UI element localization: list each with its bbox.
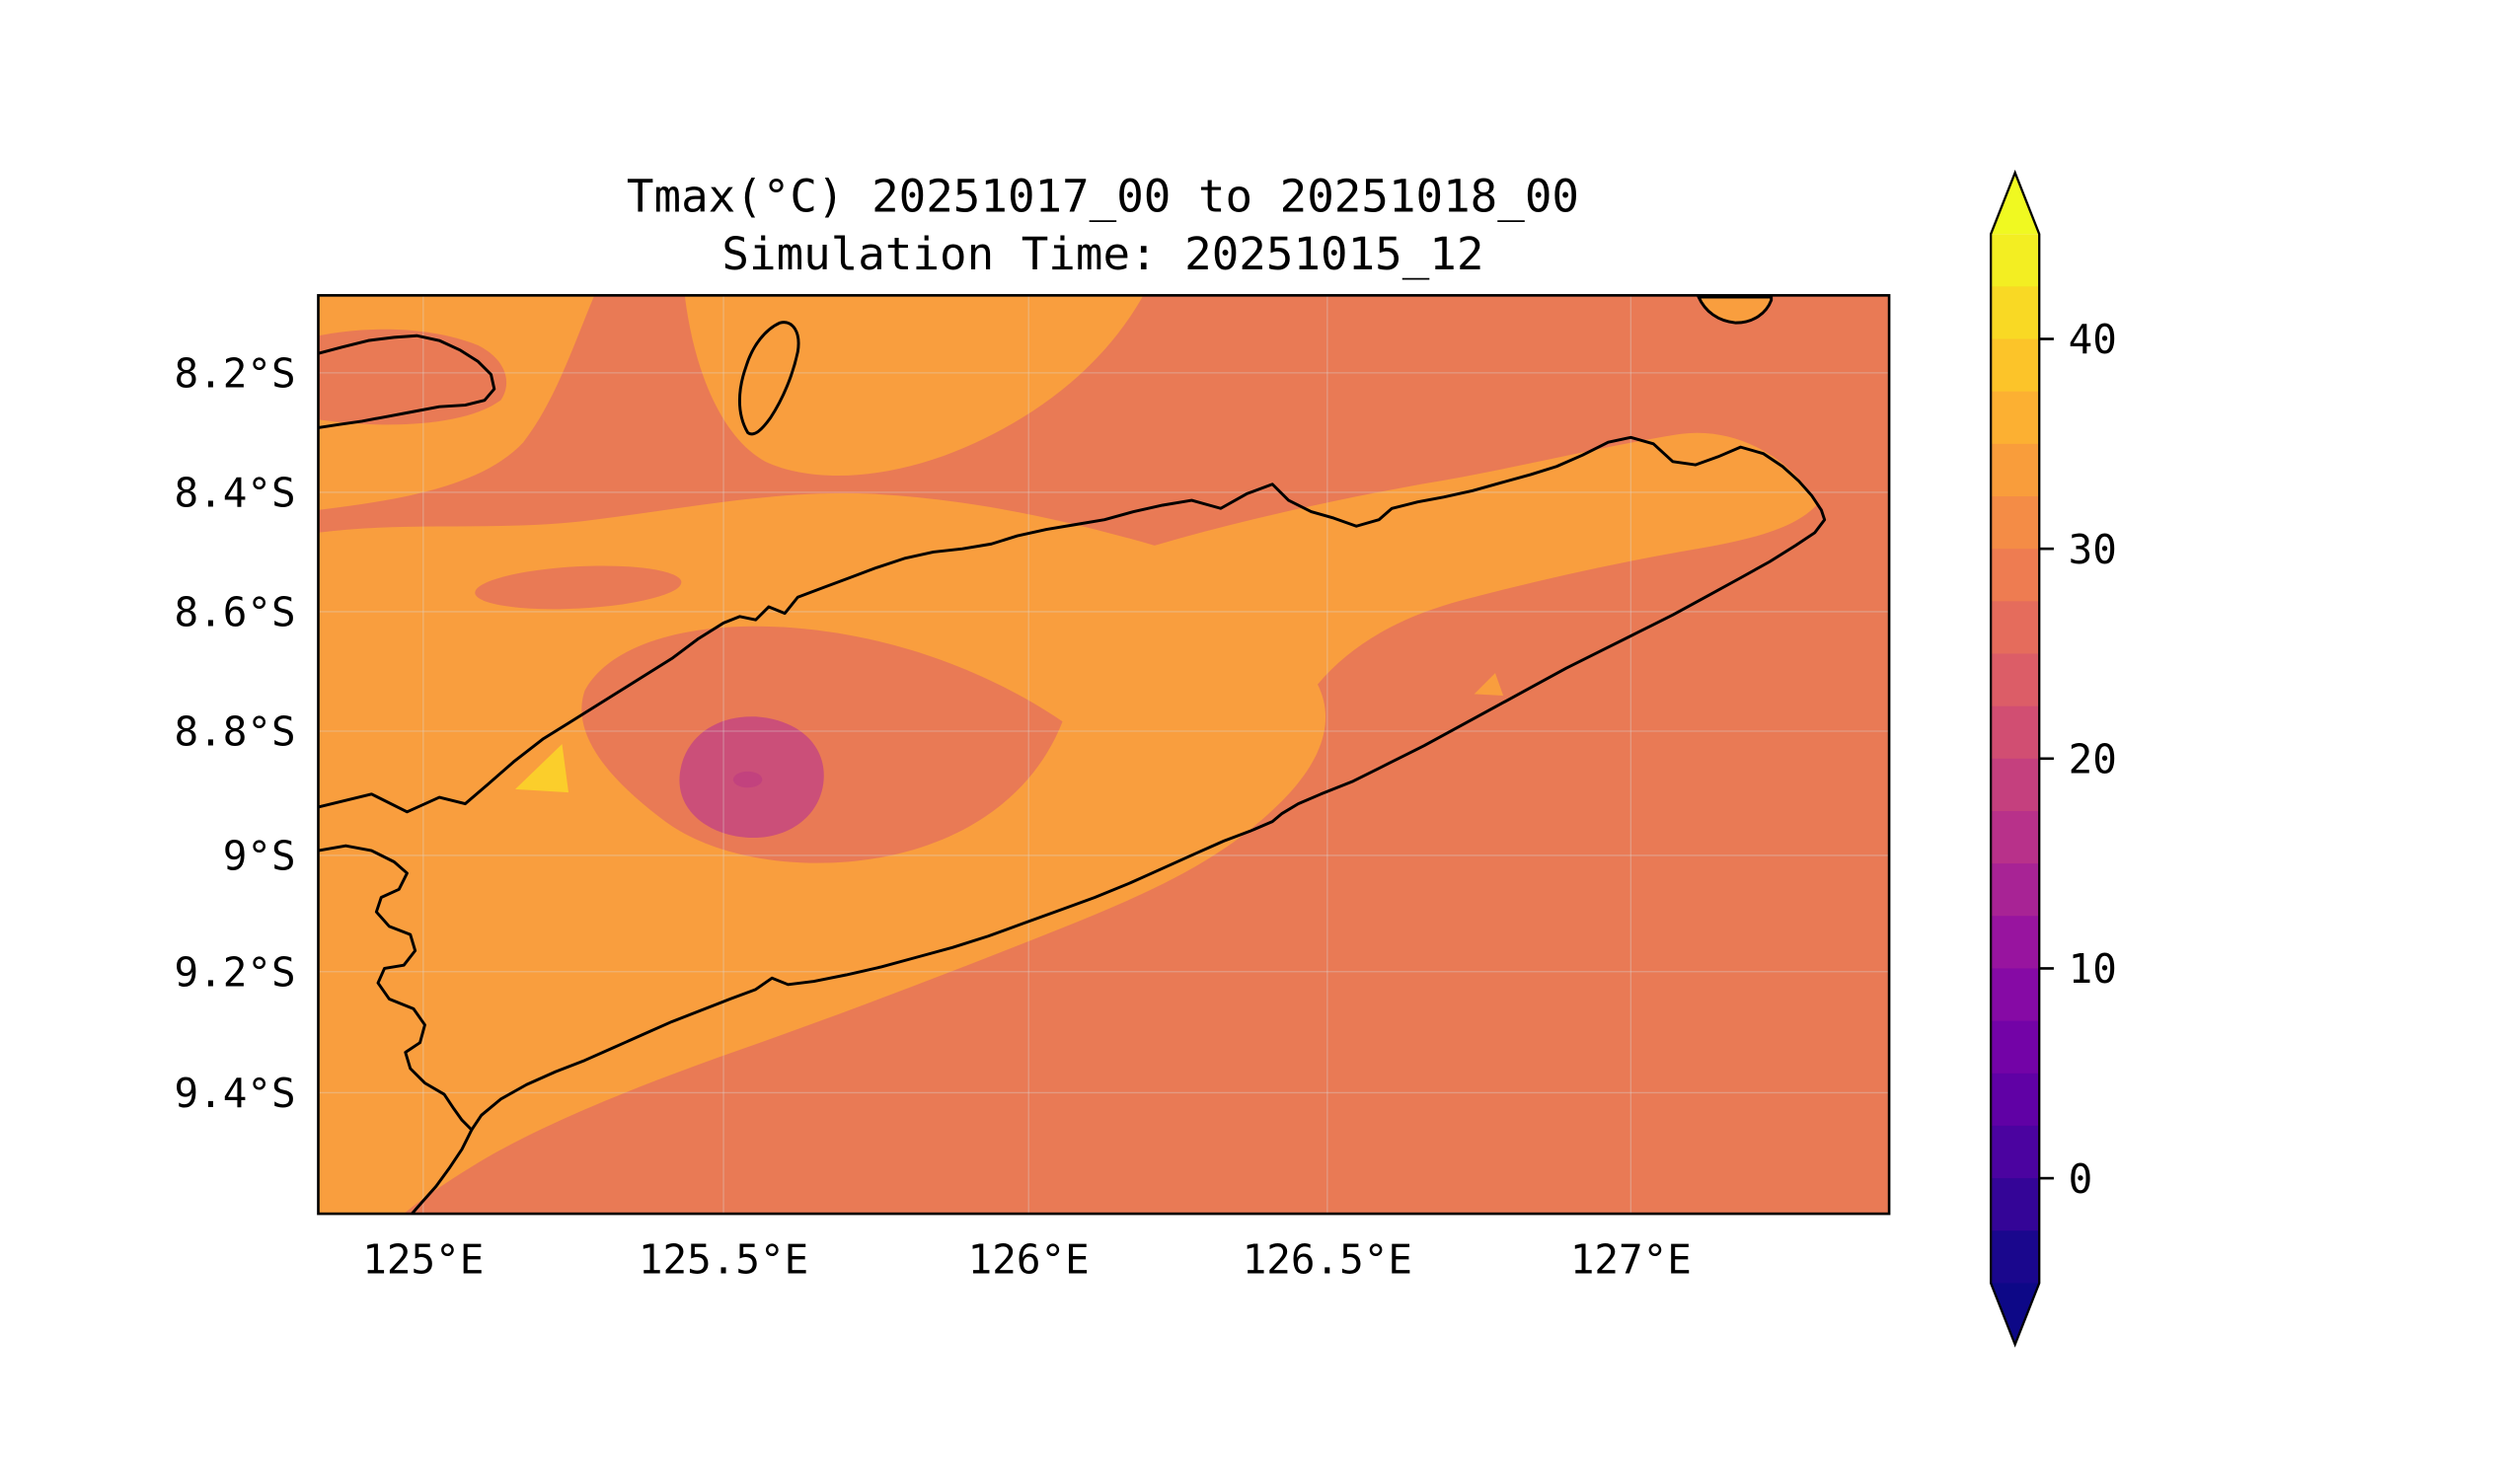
x-tick-label: 126.5°E	[1243, 1236, 1412, 1284]
coastline-island-topleft	[318, 334, 496, 429]
colorbar-tick-label: 40	[2069, 316, 2117, 363]
coastline-timor-main	[318, 435, 1827, 1215]
base-band-patch-topleft	[318, 329, 507, 425]
colorbar-band	[1991, 443, 2040, 497]
y-tick-label: 9°S	[223, 833, 296, 880]
y-tick-label: 8.4°S	[175, 470, 296, 517]
colorbar-extend-min	[1991, 1283, 2040, 1345]
colorbar-extend-max	[1991, 173, 2040, 235]
chart-title: Tmax(°C) 20251017_00 to 20251018_00	[627, 169, 1579, 222]
colorbar-band	[1991, 495, 2040, 551]
colorbar-band	[1991, 810, 2040, 865]
y-axis-labels: 8.2°S 8.4°S 8.6°S 8.8°S 9°S 9.2°S 9.4°S	[175, 350, 296, 1118]
colorbar-band	[1991, 338, 2040, 393]
colorbar-band	[1991, 1178, 2040, 1232]
colorbar-band	[1991, 705, 2040, 760]
colorbar-band	[1991, 1125, 2040, 1180]
colorbar: 40 30 20 10 0	[1989, 169, 2117, 1348]
colorbar-band	[1991, 391, 2040, 445]
colorbar-band	[1991, 1073, 2040, 1127]
x-tick-label: 125°E	[362, 1236, 484, 1284]
chart-subtitle: Simulation Time: 20251015_12	[721, 227, 1483, 280]
hotspot-patch	[515, 744, 569, 793]
colorbar-tick-label: 30	[2069, 526, 2117, 573]
colorbar-band	[1991, 758, 2040, 812]
colorbar-band	[1991, 1230, 2040, 1285]
y-tick-label: 9.2°S	[175, 948, 296, 996]
y-tick-label: 9.4°S	[175, 1070, 296, 1117]
coastline-west-bays	[318, 844, 474, 1132]
x-tick-label: 126°E	[968, 1236, 1090, 1284]
map-plot	[318, 295, 1890, 1215]
warm-speck-east	[1474, 673, 1504, 697]
colorbar-tick-label: 20	[2069, 736, 2117, 783]
colorbar-ticks	[2039, 337, 2054, 1180]
y-tick-label: 8.8°S	[175, 708, 296, 756]
coastlines	[318, 321, 1827, 1215]
island-top-right	[1696, 295, 1774, 325]
colorbar-tick-label: 10	[2069, 945, 2117, 993]
x-axis-labels: 125°E 125.5°E 126°E 126.5°E 127°E	[362, 1236, 1692, 1284]
y-tick-label: 8.2°S	[175, 350, 296, 398]
colorbar-band	[1991, 601, 2040, 655]
colorbar-tick-labels: 40 30 20 10 0	[2069, 316, 2117, 1203]
colorbar-bands	[1991, 234, 2040, 1285]
colorbar-band	[1991, 968, 2040, 1022]
colorbar-band	[1991, 549, 2040, 603]
map-border	[317, 294, 1891, 1216]
graticule	[318, 295, 1890, 1215]
colorbar-band	[1991, 863, 2040, 918]
warm-region-central-swath	[318, 432, 1819, 1215]
x-tick-label: 125.5°E	[639, 1236, 808, 1284]
x-tick-label: 127°E	[1570, 1236, 1692, 1284]
colorbar-band	[1991, 1020, 2040, 1075]
colorbar-outline	[1989, 169, 2041, 1348]
coastline-atauro-island	[738, 321, 800, 436]
colorbar-tick-label: 0	[2069, 1155, 2093, 1203]
colorbar-band	[1991, 653, 2040, 707]
y-tick-label: 8.6°S	[175, 589, 296, 636]
colorbar-band	[1991, 234, 2040, 288]
colorbar-band	[1991, 286, 2040, 340]
base-band-lens	[475, 565, 682, 610]
cool-anomaly-core	[732, 771, 763, 788]
colorbar-band	[1991, 916, 2040, 970]
